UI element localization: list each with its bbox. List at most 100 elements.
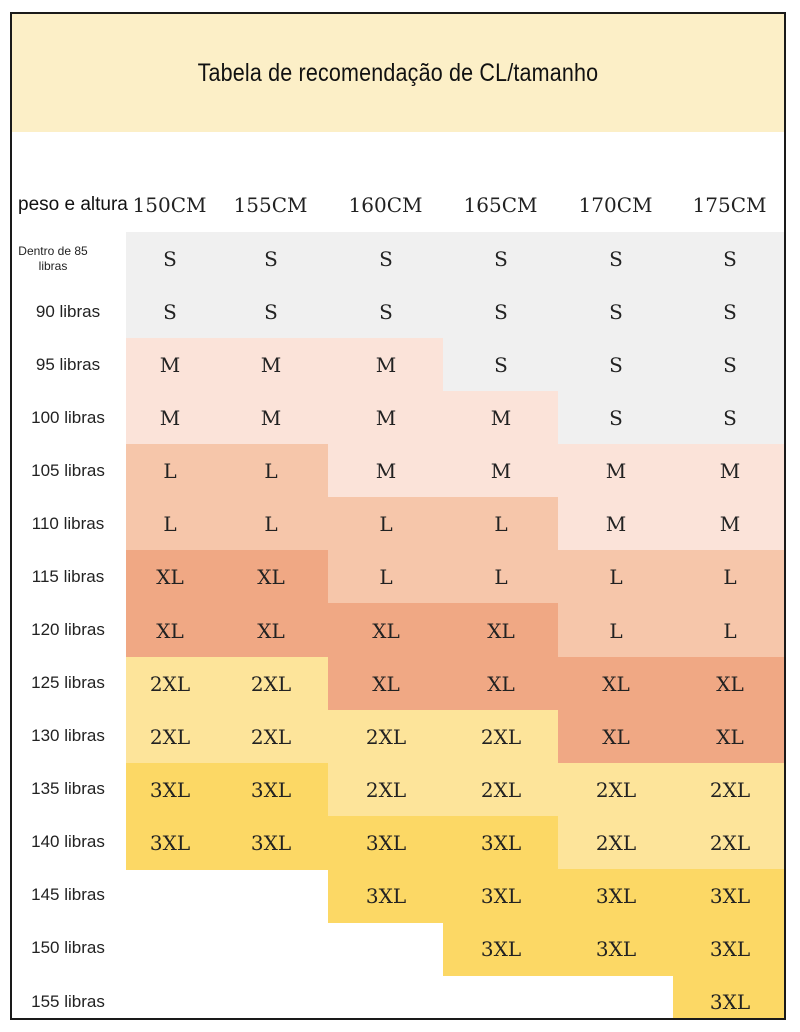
size-cell: L: [126, 497, 214, 552]
size-cell: M: [673, 444, 784, 499]
size-cell: M: [673, 497, 784, 552]
corner-label: peso e altura: [18, 194, 128, 215]
size-cell: XL: [328, 656, 444, 711]
column-header: 170CM: [578, 193, 653, 217]
row-label: 155 libras: [31, 991, 105, 1011]
size-cell: 2XL: [126, 656, 214, 711]
size-cell: 2XL: [673, 762, 784, 817]
size-cell: XL: [213, 603, 329, 658]
row-label: 100 libras: [31, 407, 105, 427]
size-cell: M: [443, 444, 559, 499]
size-cell: L: [558, 603, 674, 658]
size-cell: 3XL: [126, 762, 214, 817]
row-label: 145 libras: [31, 885, 105, 905]
size-cell: XL: [673, 656, 784, 711]
size-cell: 2XL: [558, 762, 674, 817]
size-cell: 3XL: [558, 921, 674, 976]
size-cell: XL: [558, 656, 674, 711]
size-cell: S: [328, 232, 444, 287]
row-label: Dentro de 85 libras: [18, 243, 88, 273]
size-cell: XL: [443, 603, 559, 658]
row-label: 115 libras: [31, 566, 105, 586]
column-header: 155CM: [233, 193, 308, 217]
row-label: 110 libras: [31, 513, 105, 533]
size-cell: 3XL: [673, 921, 784, 976]
size-cell: M: [558, 444, 674, 499]
size-cell: S: [443, 338, 559, 393]
size-cell: 3XL: [443, 815, 559, 870]
size-cell: S: [328, 285, 444, 340]
size-cell: M: [126, 391, 214, 446]
row-label: 130 libras: [31, 726, 105, 746]
size-cell: 2XL: [328, 709, 444, 764]
row-label: 105 libras: [31, 460, 105, 480]
size-cell: XL: [126, 603, 214, 658]
size-cell: XL: [328, 603, 444, 658]
size-cell: M: [213, 391, 329, 446]
size-cell: M: [213, 338, 329, 393]
size-cell: M: [328, 444, 444, 499]
row-label: 140 libras: [31, 832, 105, 852]
size-cell: XL: [213, 550, 329, 605]
size-cell: M: [328, 338, 444, 393]
size-cell: L: [328, 497, 444, 552]
column-header: 165CM: [463, 193, 538, 217]
size-cell: 3XL: [443, 868, 559, 923]
row-label: 150 libras: [31, 938, 105, 958]
size-cell: S: [126, 232, 214, 287]
size-cell: S: [673, 338, 784, 393]
size-cell: 3XL: [558, 868, 674, 923]
chart-title: Tabela de recomendação de CL/tamanho: [197, 58, 599, 87]
size-cell: L: [443, 550, 559, 605]
size-cell: 2XL: [328, 762, 444, 817]
size-cell: M: [328, 391, 444, 446]
size-cell: S: [673, 285, 784, 340]
size-cell: 2XL: [213, 709, 329, 764]
row-label: 135 libras: [31, 779, 105, 799]
size-cell: XL: [558, 709, 674, 764]
size-cell: S: [558, 232, 674, 287]
column-header: 150CM: [132, 193, 207, 217]
size-cell: XL: [673, 709, 784, 764]
size-cell: L: [443, 497, 559, 552]
size-cell: S: [558, 285, 674, 340]
size-cell: S: [558, 391, 674, 446]
size-chart: Tabela de recomendação de CL/tamanho pes…: [10, 12, 786, 1020]
size-cell: L: [673, 603, 784, 658]
size-cell: L: [126, 444, 214, 499]
size-cell: L: [558, 550, 674, 605]
size-cell: S: [213, 232, 329, 287]
size-cell: XL: [443, 656, 559, 711]
size-cell: S: [673, 391, 784, 446]
row-label: 120 libras: [31, 620, 105, 640]
size-cell: 3XL: [673, 974, 784, 1018]
size-table: peso e altura 150CM 155CM 160CM 165CM 170CM 1…: [12, 14, 784, 1018]
size-cell: 2XL: [126, 709, 214, 764]
size-cell: S: [558, 338, 674, 393]
size-cell: S: [126, 285, 214, 340]
size-cell: L: [213, 444, 329, 499]
size-cell: 3XL: [126, 815, 214, 870]
size-cell: L: [673, 550, 784, 605]
size-cell: 3XL: [213, 762, 329, 817]
size-cell: S: [443, 232, 559, 287]
row-label: 90 libras: [35, 301, 101, 321]
title-banner: Tabela de recomendação de CL/tamanho: [12, 14, 784, 132]
size-cell: L: [328, 550, 444, 605]
column-header: 160CM: [348, 193, 423, 217]
size-cell: S: [443, 285, 559, 340]
row-label: 125 libras: [31, 673, 105, 693]
column-header: 175CM: [692, 193, 767, 217]
size-cell: S: [673, 232, 784, 287]
size-cell: M: [443, 391, 559, 446]
size-cell: XL: [126, 550, 214, 605]
size-cell: 2XL: [673, 815, 784, 870]
size-cell: L: [213, 497, 329, 552]
size-cell: M: [126, 338, 214, 393]
size-cell: 3XL: [328, 815, 444, 870]
size-cell: 2XL: [443, 709, 559, 764]
size-cell: 3XL: [328, 868, 444, 923]
size-cell: M: [558, 497, 674, 552]
size-cell: S: [213, 285, 329, 340]
row-label: 95 libras: [35, 354, 101, 374]
